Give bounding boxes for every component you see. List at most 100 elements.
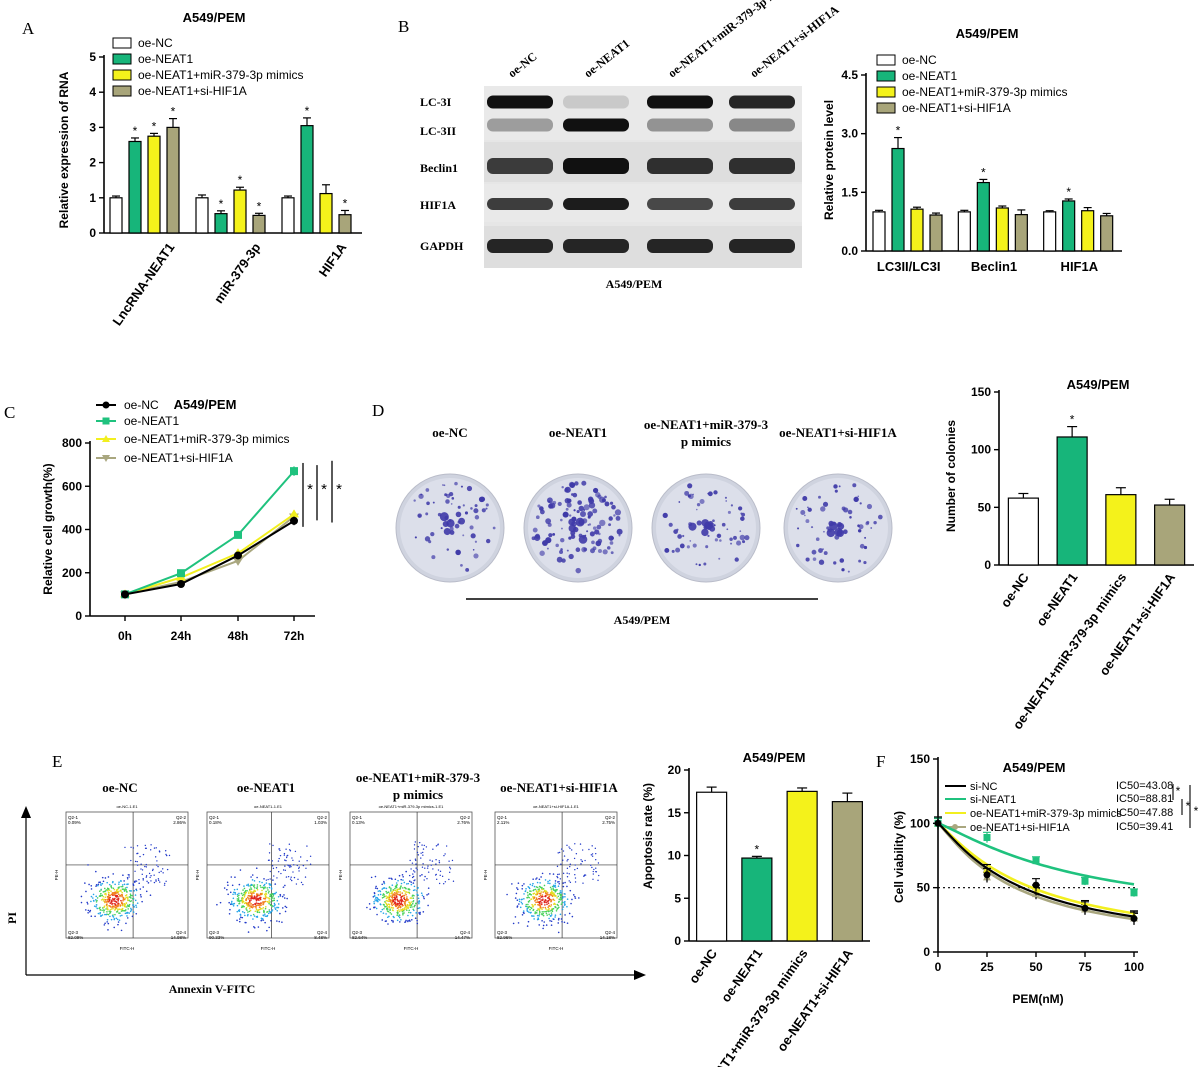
event-dot (241, 901, 244, 904)
event-dot (413, 894, 415, 897)
event-dot (393, 916, 395, 919)
event-dot (554, 916, 556, 918)
event-dot (122, 899, 124, 902)
event-dot (394, 893, 397, 895)
event-dot (116, 918, 119, 921)
colony (462, 504, 465, 507)
event-dot (563, 855, 566, 857)
event-dot (267, 859, 270, 862)
event-dot (248, 897, 250, 900)
colony (583, 504, 590, 511)
colony (555, 543, 559, 548)
event-dot (124, 905, 127, 908)
event-dot (566, 885, 568, 888)
event-dot (236, 899, 239, 902)
event-dot (554, 880, 557, 882)
event-dot (538, 895, 541, 898)
event-dot (533, 885, 536, 888)
event-dot (306, 860, 308, 862)
y-tick-label: 100 (910, 816, 930, 830)
colony (573, 526, 579, 533)
event-dot (99, 908, 102, 911)
event-dot (115, 901, 118, 904)
event-dot (548, 895, 550, 898)
blot-band (729, 198, 795, 210)
event-dot (408, 901, 410, 903)
event-dot (541, 895, 544, 898)
event-dot (238, 918, 241, 920)
event-dot (127, 874, 129, 876)
event-dot (529, 908, 531, 911)
event-dot (134, 860, 137, 863)
colony (613, 514, 616, 517)
event-dot (95, 885, 97, 887)
colony (804, 514, 806, 517)
event-dot (122, 896, 125, 899)
event-dot (251, 894, 253, 897)
colony (719, 539, 722, 542)
y-tick-label: 3 (89, 120, 96, 134)
event-dot (537, 908, 540, 911)
event-dot (254, 910, 257, 913)
event-dot (111, 915, 114, 917)
event-dot (110, 908, 113, 910)
event-dot (120, 929, 123, 932)
blot-band (563, 239, 629, 253)
colony (721, 522, 726, 527)
event-dot (276, 920, 278, 922)
bar-hif1a-oe-nc (1043, 211, 1057, 252)
event-dot (272, 867, 275, 870)
point-si-neat1 (1081, 877, 1089, 885)
event-dot (158, 851, 161, 853)
event-dot (268, 890, 270, 893)
event-dot (399, 894, 402, 897)
event-dot (279, 849, 281, 852)
colony (727, 510, 731, 514)
event-dot (401, 899, 403, 901)
y-tick-label: 50 (917, 881, 931, 895)
event-dot (244, 921, 246, 924)
category-label-oe-nc: oe-NC (998, 570, 1033, 610)
event-dot (549, 905, 552, 908)
event-dot (110, 893, 113, 896)
event-dot (420, 857, 422, 859)
event-dot (250, 876, 252, 878)
event-dot (162, 872, 164, 874)
colony (713, 490, 718, 495)
event-dot (574, 843, 576, 845)
event-dot (233, 902, 236, 905)
colony (559, 549, 564, 554)
bar-oe-neat1-si-hif1a (831, 801, 863, 942)
event-dot (129, 910, 132, 913)
event-dot (251, 892, 253, 895)
event-dot (118, 883, 120, 885)
event-dot (100, 915, 102, 917)
event-dot (108, 904, 110, 907)
event-dot (526, 896, 529, 899)
colony (430, 532, 435, 537)
event-dot (571, 849, 573, 851)
bar-hif1a-oe-nc (281, 197, 295, 234)
event-dot (278, 848, 280, 850)
colony (688, 522, 697, 531)
event-dot (552, 907, 555, 910)
colony (592, 487, 599, 494)
event-dot (426, 867, 429, 869)
colony (568, 518, 576, 526)
event-dot (556, 888, 558, 891)
event-dot (549, 893, 552, 896)
event-dot (376, 887, 379, 890)
colony (545, 518, 552, 525)
event-dot (116, 898, 118, 901)
event-dot (113, 902, 115, 905)
event-dot (230, 876, 233, 878)
event-dot (127, 908, 130, 910)
event-dot (141, 900, 143, 903)
event-dot (409, 906, 412, 908)
bar-hif1a-oe-neat1 (1062, 200, 1076, 252)
event-dot (584, 874, 587, 876)
